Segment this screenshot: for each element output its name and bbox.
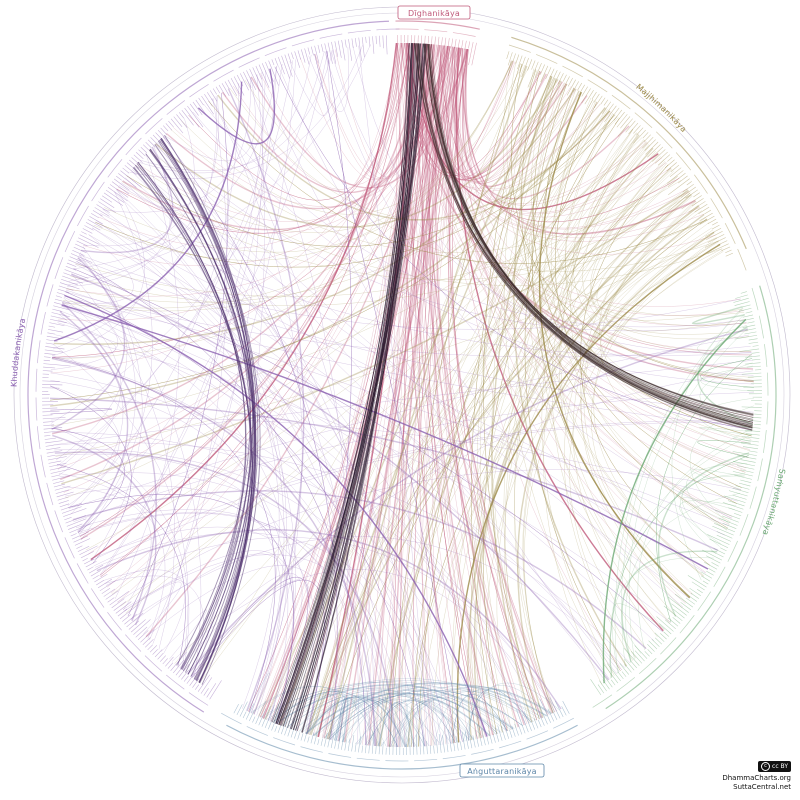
dighanikaya-label-box: [397, 5, 471, 20]
svg-text:Khuddakanikāya: Khuddakanikāya: [9, 317, 27, 387]
khuddakanikaya-label: Khuddakanikāya: [9, 317, 27, 387]
creative-commons-icon: c: [761, 762, 771, 771]
site-link-suttacentral[interactable]: SuttaCentral.net: [733, 783, 791, 791]
sector-brackets: [27, 20, 777, 770]
site-link-dhammacharts[interactable]: DhammaCharts.org: [722, 774, 791, 782]
dighanikaya-label: Dīghanikāya: [408, 9, 460, 18]
svg-text:Saṁyuttanikāya: Saṁyuttanikāya: [760, 468, 786, 536]
anguttaranikaya-label: Aṅguttaranikāya: [467, 767, 537, 776]
credits: c cc BY DhammaCharts.org SuttaCentral.ne…: [722, 761, 791, 792]
license-text: cc BY: [772, 762, 788, 770]
parallel-chords: [49, 42, 755, 748]
anguttaranikaya-label-box: [459, 763, 545, 778]
samyuttanikaya-label: Saṁyuttanikāya: [760, 468, 786, 536]
license-badge: c cc BY: [758, 761, 791, 772]
